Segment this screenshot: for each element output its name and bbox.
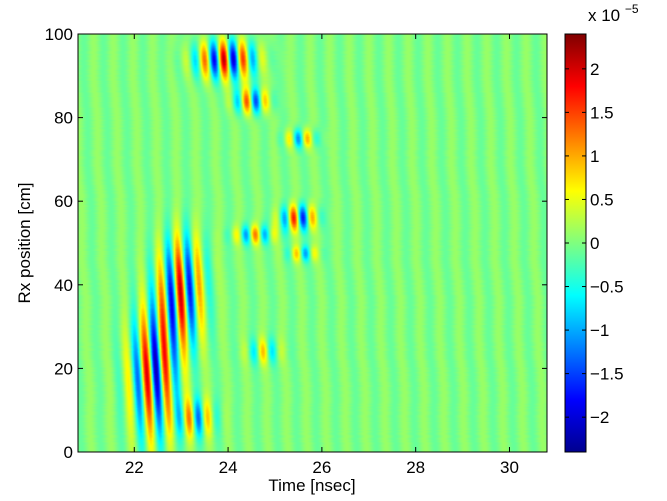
colorbar-tick-label: −2 bbox=[590, 408, 609, 427]
x-tick-label: 24 bbox=[219, 458, 238, 477]
x-tick-label: 22 bbox=[125, 458, 144, 477]
x-tick-label: 30 bbox=[500, 458, 519, 477]
y-axis: 0 20 40 60 80 100 bbox=[45, 25, 547, 462]
plot-area bbox=[78, 34, 547, 452]
y-tick-label: 80 bbox=[54, 109, 73, 128]
plot-frame bbox=[77, 33, 548, 453]
colorbar-tick-label: 1 bbox=[590, 147, 599, 166]
y-tick-label: 40 bbox=[54, 276, 73, 295]
colorbar-tick-label: −0.5 bbox=[590, 278, 624, 297]
heatmap-image bbox=[78, 34, 547, 452]
colorbar-tick-label: −1 bbox=[590, 321, 609, 340]
y-tick-label: 20 bbox=[54, 359, 73, 378]
y-tick-label: 100 bbox=[45, 25, 73, 44]
colorbar-tick-label: 0 bbox=[590, 234, 599, 253]
x-tick-label: 26 bbox=[312, 458, 331, 477]
y-tick-label: 60 bbox=[54, 192, 73, 211]
y-axis-label: Rx position [cm] bbox=[15, 183, 34, 304]
x-axis-label: Time [nsec] bbox=[268, 476, 355, 495]
colorbar-tick-label: −1.5 bbox=[590, 365, 624, 384]
colorbar-multiplier: x 10 −5 bbox=[588, 2, 639, 25]
colorbar-tick-label: 0.5 bbox=[590, 190, 614, 209]
colorbar-tick-label: 1.5 bbox=[590, 103, 614, 122]
colorbar-ticks: 2 1.5 1 0.5 0 −0.5 −1 −1.5 −2 bbox=[565, 60, 624, 427]
x-tick-label: 28 bbox=[406, 458, 425, 477]
colorbar-tick-label: 2 bbox=[590, 60, 599, 79]
y-tick-label: 0 bbox=[64, 443, 73, 462]
x-axis: 22 24 26 28 30 bbox=[125, 34, 519, 477]
